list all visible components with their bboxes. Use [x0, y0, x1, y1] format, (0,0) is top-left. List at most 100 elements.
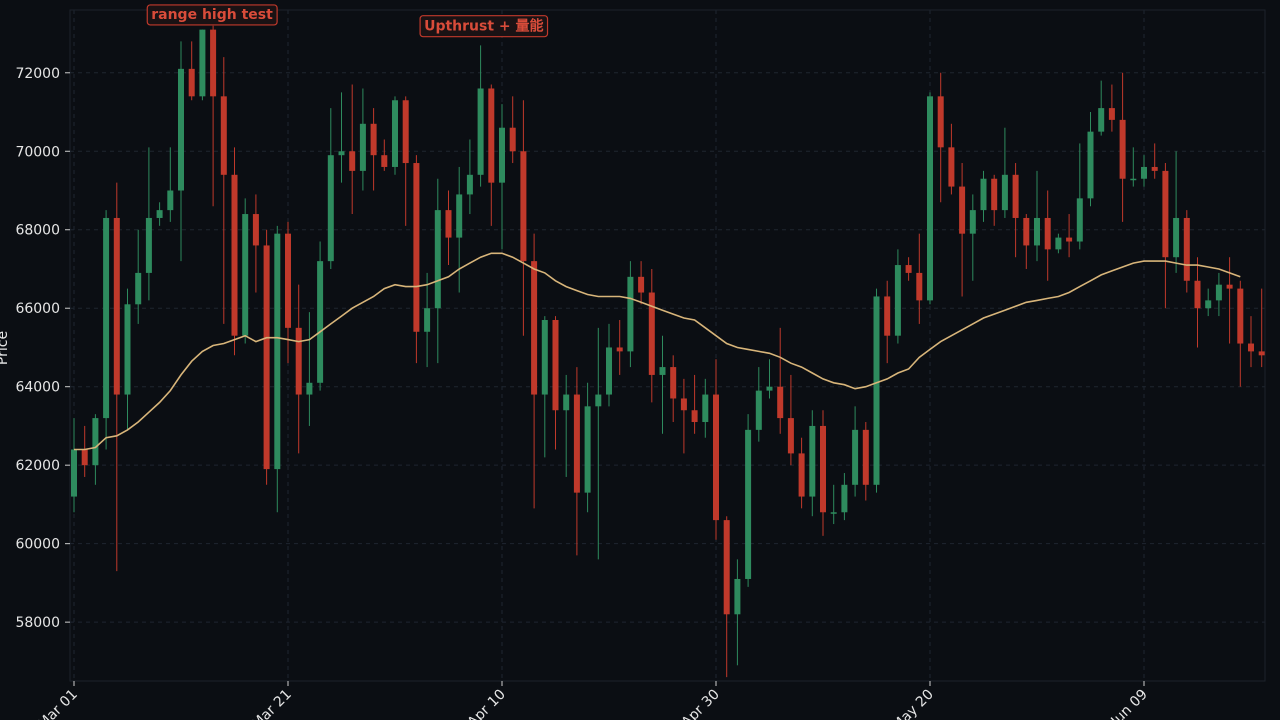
candle-up	[809, 425, 816, 497]
candle-down	[1194, 280, 1201, 309]
candle-up	[1141, 166, 1147, 179]
candle-up	[1076, 198, 1083, 242]
x-axis-ticks: Mar 01 Mar 21 Apr 10 Apr 30 May 20 Jun 09	[35, 681, 1151, 720]
y-axis-ticks: 58000 60000 62000 64000 66000 68000 70000 72000	[15, 66, 70, 631]
candle-down	[1108, 108, 1115, 120]
candle-up	[178, 68, 184, 191]
candle-down	[349, 151, 356, 171]
candle-up	[1087, 131, 1094, 199]
candle-up	[124, 304, 131, 395]
candle-down	[916, 272, 923, 301]
candle-down	[295, 327, 302, 395]
annotation-label: range high test	[146, 4, 278, 26]
candle-down	[1162, 170, 1169, 258]
candle-up	[541, 319, 548, 395]
candle-up	[306, 382, 313, 395]
candle-up	[841, 484, 848, 513]
candle-up	[199, 29, 206, 97]
candle-down	[252, 214, 259, 246]
candle-up	[477, 88, 484, 175]
candle-up	[894, 265, 901, 336]
y-tick-label: 72000	[15, 66, 60, 82]
candle-up	[103, 217, 110, 419]
moving-average	[74, 252, 1241, 451]
candle-up	[755, 390, 762, 430]
candle-down	[1248, 343, 1254, 352]
x-tick-label: Mar 01	[35, 687, 81, 720]
candle-down	[1151, 166, 1158, 171]
candle-down	[263, 245, 270, 470]
candle-up	[734, 578, 741, 615]
candle-down	[723, 520, 730, 615]
candle-down	[680, 398, 687, 411]
candle-down	[905, 265, 912, 273]
candle-up	[852, 429, 859, 485]
candle-up	[317, 261, 324, 383]
candle-up	[92, 418, 99, 466]
candle-up	[1055, 237, 1062, 250]
candle-up	[563, 394, 570, 411]
candle-up	[434, 210, 441, 309]
candle-down	[959, 186, 966, 234]
candle-down	[1012, 174, 1019, 218]
candle-up	[359, 123, 366, 171]
candle-up	[392, 100, 398, 167]
x-tick-label: May 20	[889, 687, 937, 720]
candle-up	[274, 233, 281, 470]
candle-up	[927, 96, 933, 301]
candle-up	[659, 367, 666, 375]
candle-down	[862, 429, 869, 485]
candle-down	[488, 88, 495, 183]
candle-down	[220, 96, 227, 175]
candle-up	[1034, 217, 1040, 246]
candle-bodies	[71, 29, 1265, 615]
plot-area	[69, 9, 1266, 682]
candle-down	[531, 261, 538, 395]
y-tick-label: 70000	[15, 144, 60, 160]
y-axis-label: Price	[0, 331, 11, 365]
candle-up	[338, 151, 345, 156]
candle-down	[713, 394, 719, 521]
y-tick-label: 66000	[15, 301, 60, 317]
candle-up	[873, 296, 880, 485]
grid	[70, 10, 1265, 681]
candle-up	[766, 386, 773, 391]
candle-down	[638, 276, 645, 293]
candle-down	[370, 123, 377, 156]
candle-up	[745, 429, 752, 579]
candle-down	[1044, 217, 1051, 250]
candle-up	[627, 276, 634, 352]
candle-down	[210, 29, 217, 97]
candle-up	[71, 449, 77, 497]
candle-up	[980, 178, 987, 211]
candle-up	[702, 394, 709, 423]
candle-up	[1173, 217, 1180, 258]
x-tick-label: Apr 10	[465, 687, 509, 720]
candle-up	[1215, 284, 1222, 301]
candle-up	[167, 190, 174, 211]
candle-up	[242, 214, 249, 336]
candle-down	[552, 319, 559, 411]
moving-average-line	[74, 252, 1241, 451]
candle-up	[1098, 108, 1105, 132]
x-tick-label: Mar 21	[249, 687, 295, 720]
annotation-text: range high test	[151, 7, 273, 23]
candle-up	[456, 194, 463, 238]
candle-down	[81, 449, 88, 466]
candle-up	[830, 512, 837, 514]
candle-down	[402, 100, 409, 164]
candle-up	[327, 155, 334, 262]
candle-down	[1183, 217, 1190, 281]
candle-down	[445, 210, 452, 238]
candle-up	[969, 210, 976, 234]
candle-down	[285, 233, 291, 328]
candle-down	[113, 217, 120, 395]
candle-down	[413, 163, 420, 332]
candle-up	[466, 174, 473, 195]
annotation-text: Upthrust + 量能	[424, 18, 543, 35]
candle-down	[573, 394, 580, 493]
candle-down	[884, 296, 891, 336]
x-tick-label: Jun 09	[1108, 687, 1151, 720]
y-tick-label: 68000	[15, 223, 60, 239]
